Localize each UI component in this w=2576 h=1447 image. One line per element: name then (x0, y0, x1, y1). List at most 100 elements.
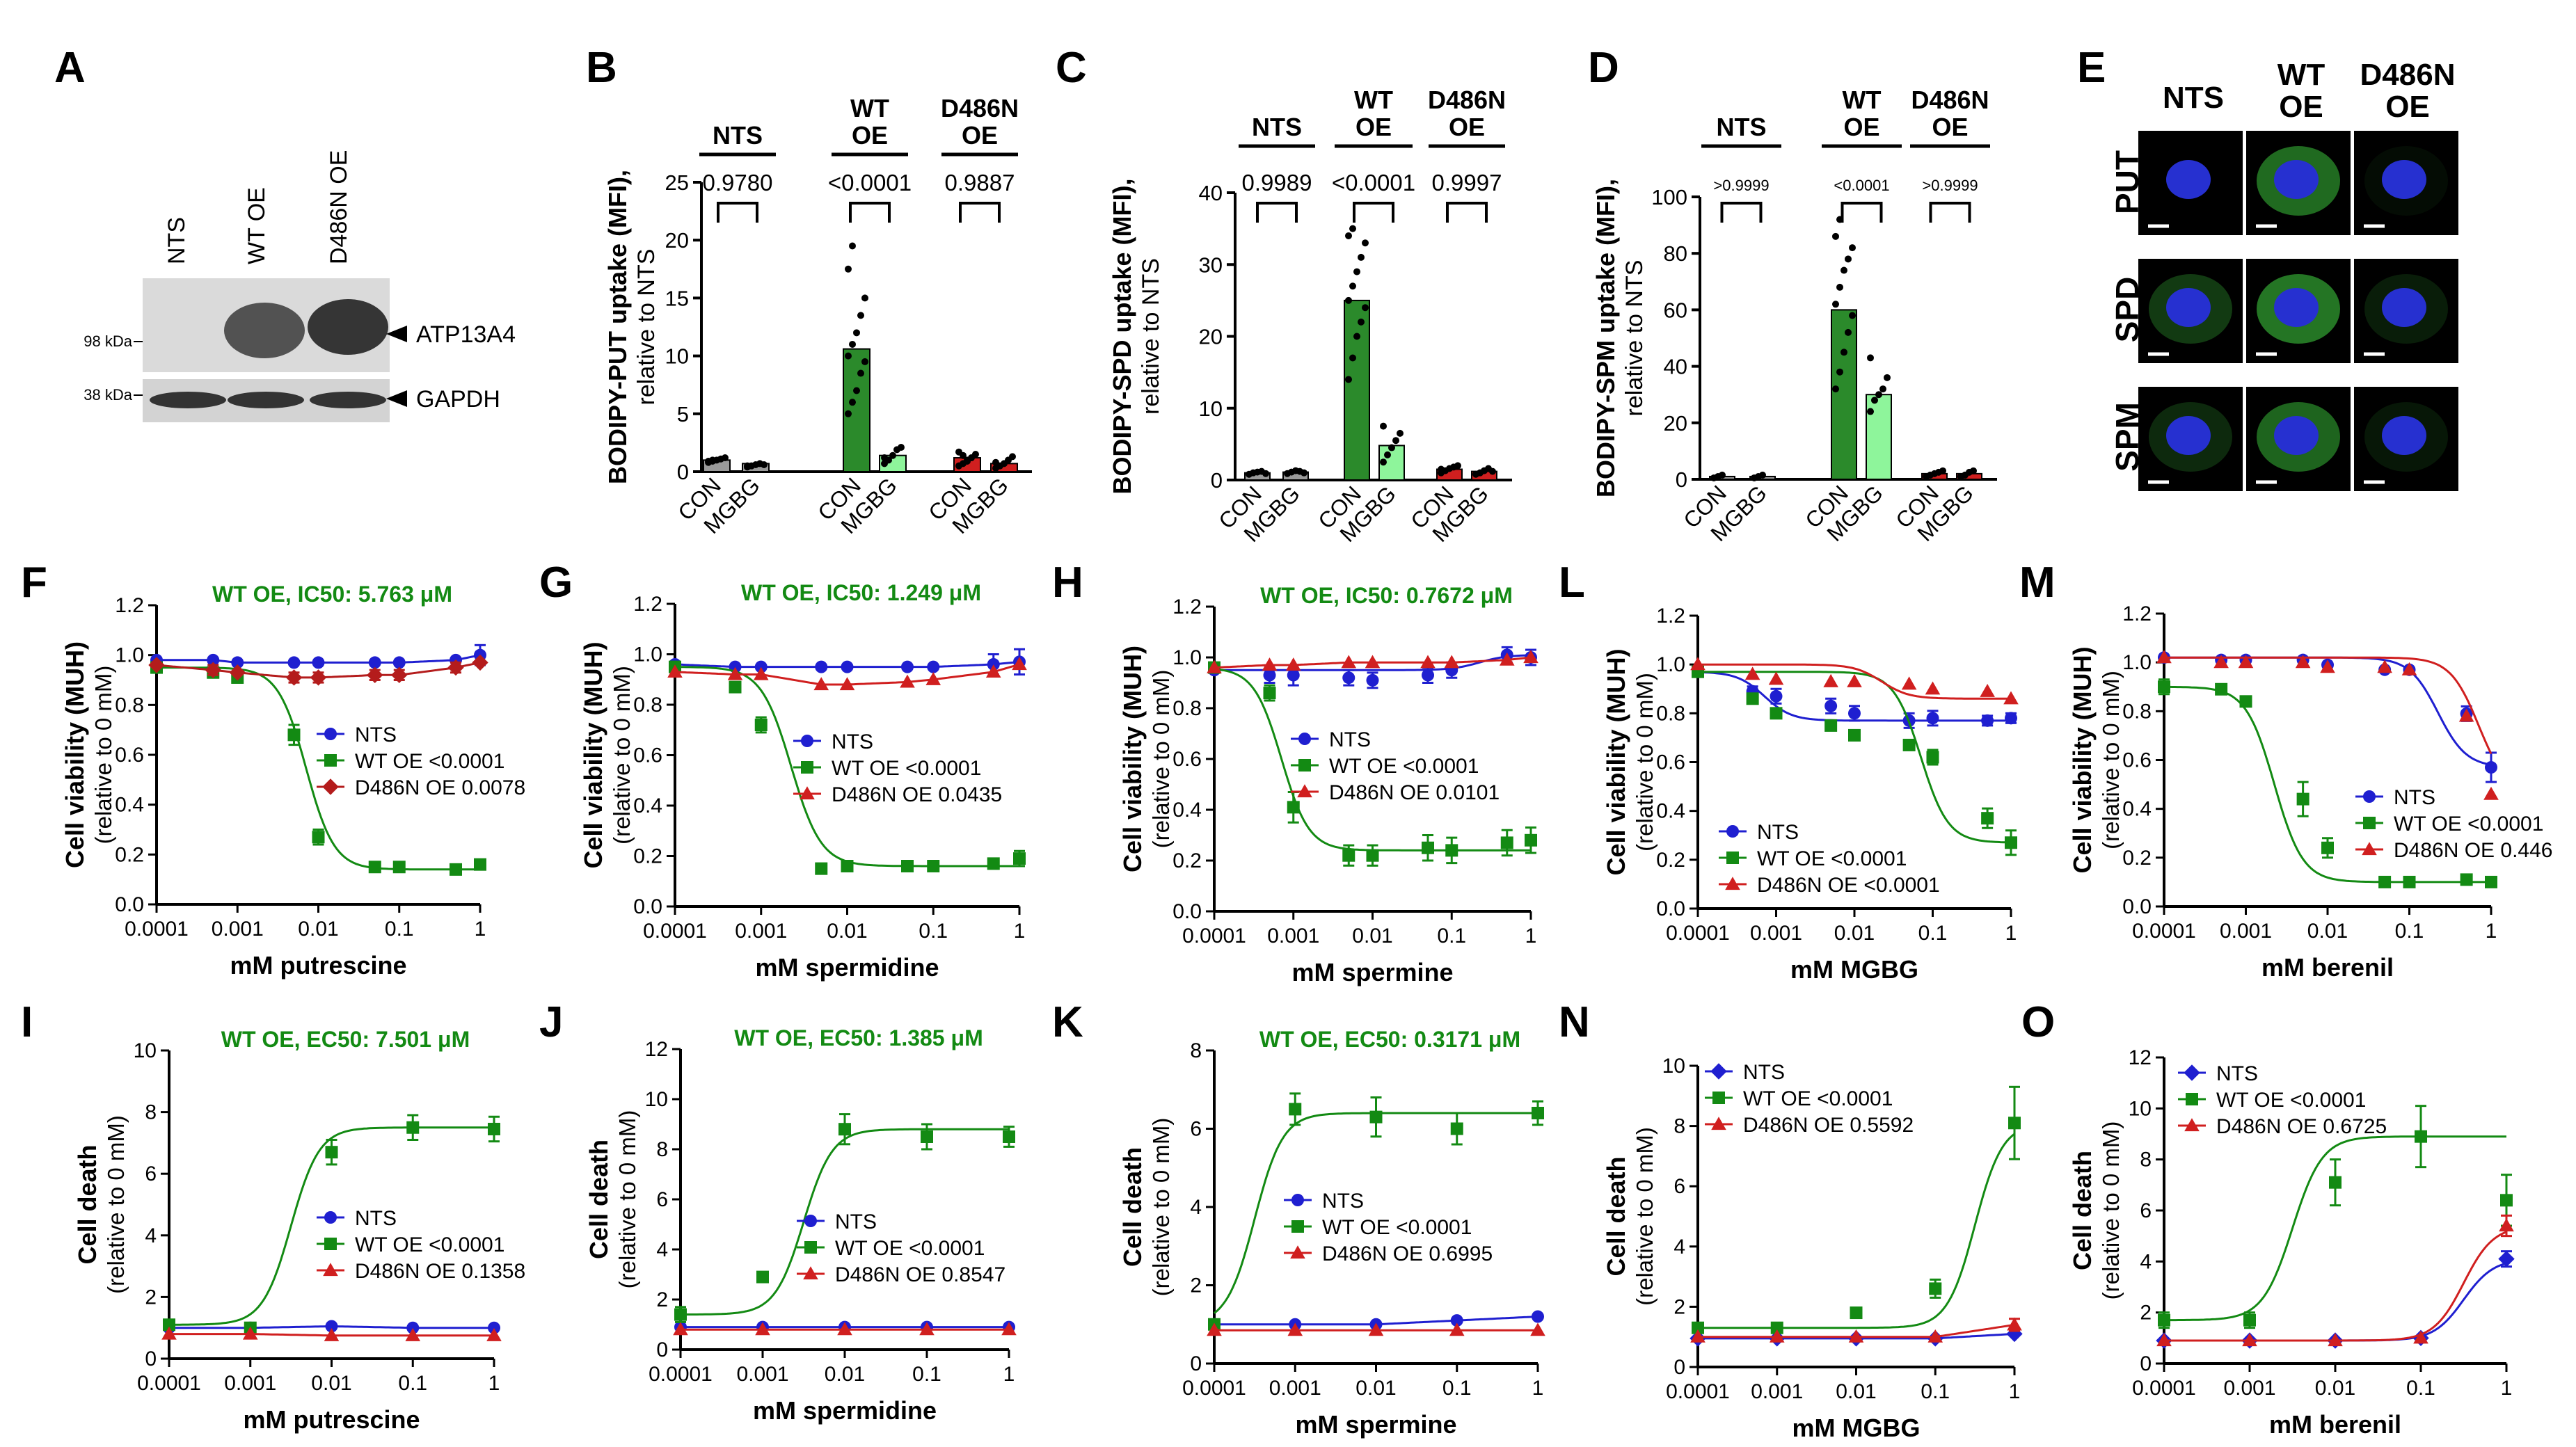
y-tick-label: 0.2 (633, 845, 662, 868)
legend-label: NTS (835, 1210, 877, 1233)
data-point (1746, 692, 1759, 705)
data-point (1009, 453, 1016, 461)
y-tick-label: 0.0 (115, 893, 144, 916)
data-point (1692, 1321, 1704, 1334)
mw-marker: 38 kDa (84, 386, 132, 403)
y-tick-label: 0 (656, 1338, 668, 1361)
group-label-line: OE (962, 121, 998, 150)
x-tick-label: 0.1 (1442, 1377, 1472, 1400)
x-tick-label: 0.01 (1352, 925, 1392, 948)
data-point (709, 456, 716, 464)
x-tick-label: 1 (2009, 1380, 2021, 1403)
legend-label: NTS (1757, 821, 1799, 844)
data-point (754, 660, 768, 673)
data-point (1690, 1329, 1706, 1343)
y-axis-label-2: (relative to 0 mM) (90, 666, 116, 845)
data-point (1362, 304, 1369, 312)
data-point (405, 1327, 421, 1341)
data-point (1362, 239, 1369, 247)
data-point (744, 462, 751, 470)
y-axis-label-2: (relative to 0 mM) (1632, 1127, 1657, 1306)
data-point (1849, 244, 1856, 252)
y-axis-label: Cell viability (MUH) (1602, 648, 1630, 875)
data-point (2158, 1313, 2170, 1327)
legend-marker (801, 761, 813, 774)
panel-letter: H (1052, 559, 1083, 607)
y-tick-label: 0.0 (1656, 897, 1685, 920)
y-tick-label: 1.0 (1656, 653, 1685, 676)
y-tick-label: 0 (677, 460, 689, 484)
legend-marker (1726, 852, 1739, 864)
data-point (486, 1327, 502, 1341)
data-point (1438, 465, 1445, 473)
data-point (406, 1321, 420, 1334)
data-point (919, 1322, 935, 1336)
x-tick-label: 0.001 (1269, 1377, 1321, 1400)
data-point (839, 677, 855, 691)
data-point (1500, 836, 1513, 849)
x-tick-label: 0.001 (1267, 925, 1319, 948)
y-tick-label: 4 (145, 1224, 157, 1247)
data-point (857, 369, 864, 377)
y-tick-label: 10 (645, 1088, 668, 1111)
legend-marker (324, 728, 337, 740)
line-chart-J: 0 2 4 6 8 10 12 0.0001 0.001 0.01 0.1 1 mM spermidin… (585, 1025, 1017, 1425)
legend-marker (2184, 1118, 2200, 1132)
data-point (1369, 1110, 1383, 1124)
data-point (1285, 657, 1301, 671)
legend-marker (1291, 1220, 1304, 1233)
data-point (861, 358, 868, 365)
data-point (450, 863, 463, 876)
legend-label: WT OE <0.0001 (2394, 813, 2543, 836)
y-tick-label: 0 (1676, 467, 1687, 492)
data-point (2377, 659, 2392, 673)
y-tick-label: 0.8 (633, 694, 662, 717)
data-point (1836, 368, 1843, 376)
data-point (231, 656, 244, 669)
y-tick-label: 0 (2140, 1352, 2152, 1375)
y-axis-label: Cell viability (MUH) (579, 641, 607, 868)
column-label-line: D486N (2360, 58, 2456, 92)
y-tick-label: 10 (1199, 397, 1223, 421)
data-point (2008, 1117, 2021, 1130)
group-label: NTS (713, 121, 763, 150)
p-value: 0.9997 (1432, 170, 1502, 195)
x-tick-label: 1 (488, 1372, 500, 1395)
legend-marker (2363, 817, 2376, 829)
data-point (1744, 666, 1760, 680)
group-label-line: WT (1843, 86, 1882, 114)
data-point (1207, 659, 1222, 673)
data-point (1850, 1306, 1863, 1320)
x-tick-label: 0.0001 (2132, 920, 2196, 943)
data-point (1353, 268, 1360, 275)
y-tick-label: 2 (2140, 1302, 2152, 1325)
data-point (1980, 683, 1995, 697)
data-point (1939, 467, 1946, 474)
band-gapdh (150, 392, 226, 408)
data-point (1358, 318, 1365, 326)
data-point (754, 719, 768, 731)
data-point (161, 1326, 177, 1340)
significance-bracket (1446, 202, 1488, 223)
data-point (1970, 467, 1977, 474)
data-point (849, 399, 856, 406)
x-tick-label: 0.01 (825, 1363, 865, 1386)
y-tick-label: 10 (2129, 1097, 2152, 1120)
y-tick-label: 2 (656, 1288, 668, 1311)
data-point (1848, 728, 1861, 742)
nucleus (2274, 416, 2319, 455)
panel-letter: F (21, 559, 47, 607)
data-point (1397, 429, 1404, 437)
data-point (2403, 875, 2416, 888)
y-tick-label: 20 (1664, 411, 1687, 435)
data-point (325, 1320, 338, 1333)
x-tick-label: 0.01 (1836, 1380, 1876, 1403)
legend-label: D486N OE 0.0078 (355, 776, 525, 799)
fit-curve (2164, 1231, 2507, 1342)
band-gapdh (228, 392, 304, 408)
x-axis-label: mM putrescine (243, 1405, 420, 1434)
data-point (755, 1322, 770, 1336)
data-point (1366, 849, 1379, 862)
data-point (1445, 844, 1458, 857)
